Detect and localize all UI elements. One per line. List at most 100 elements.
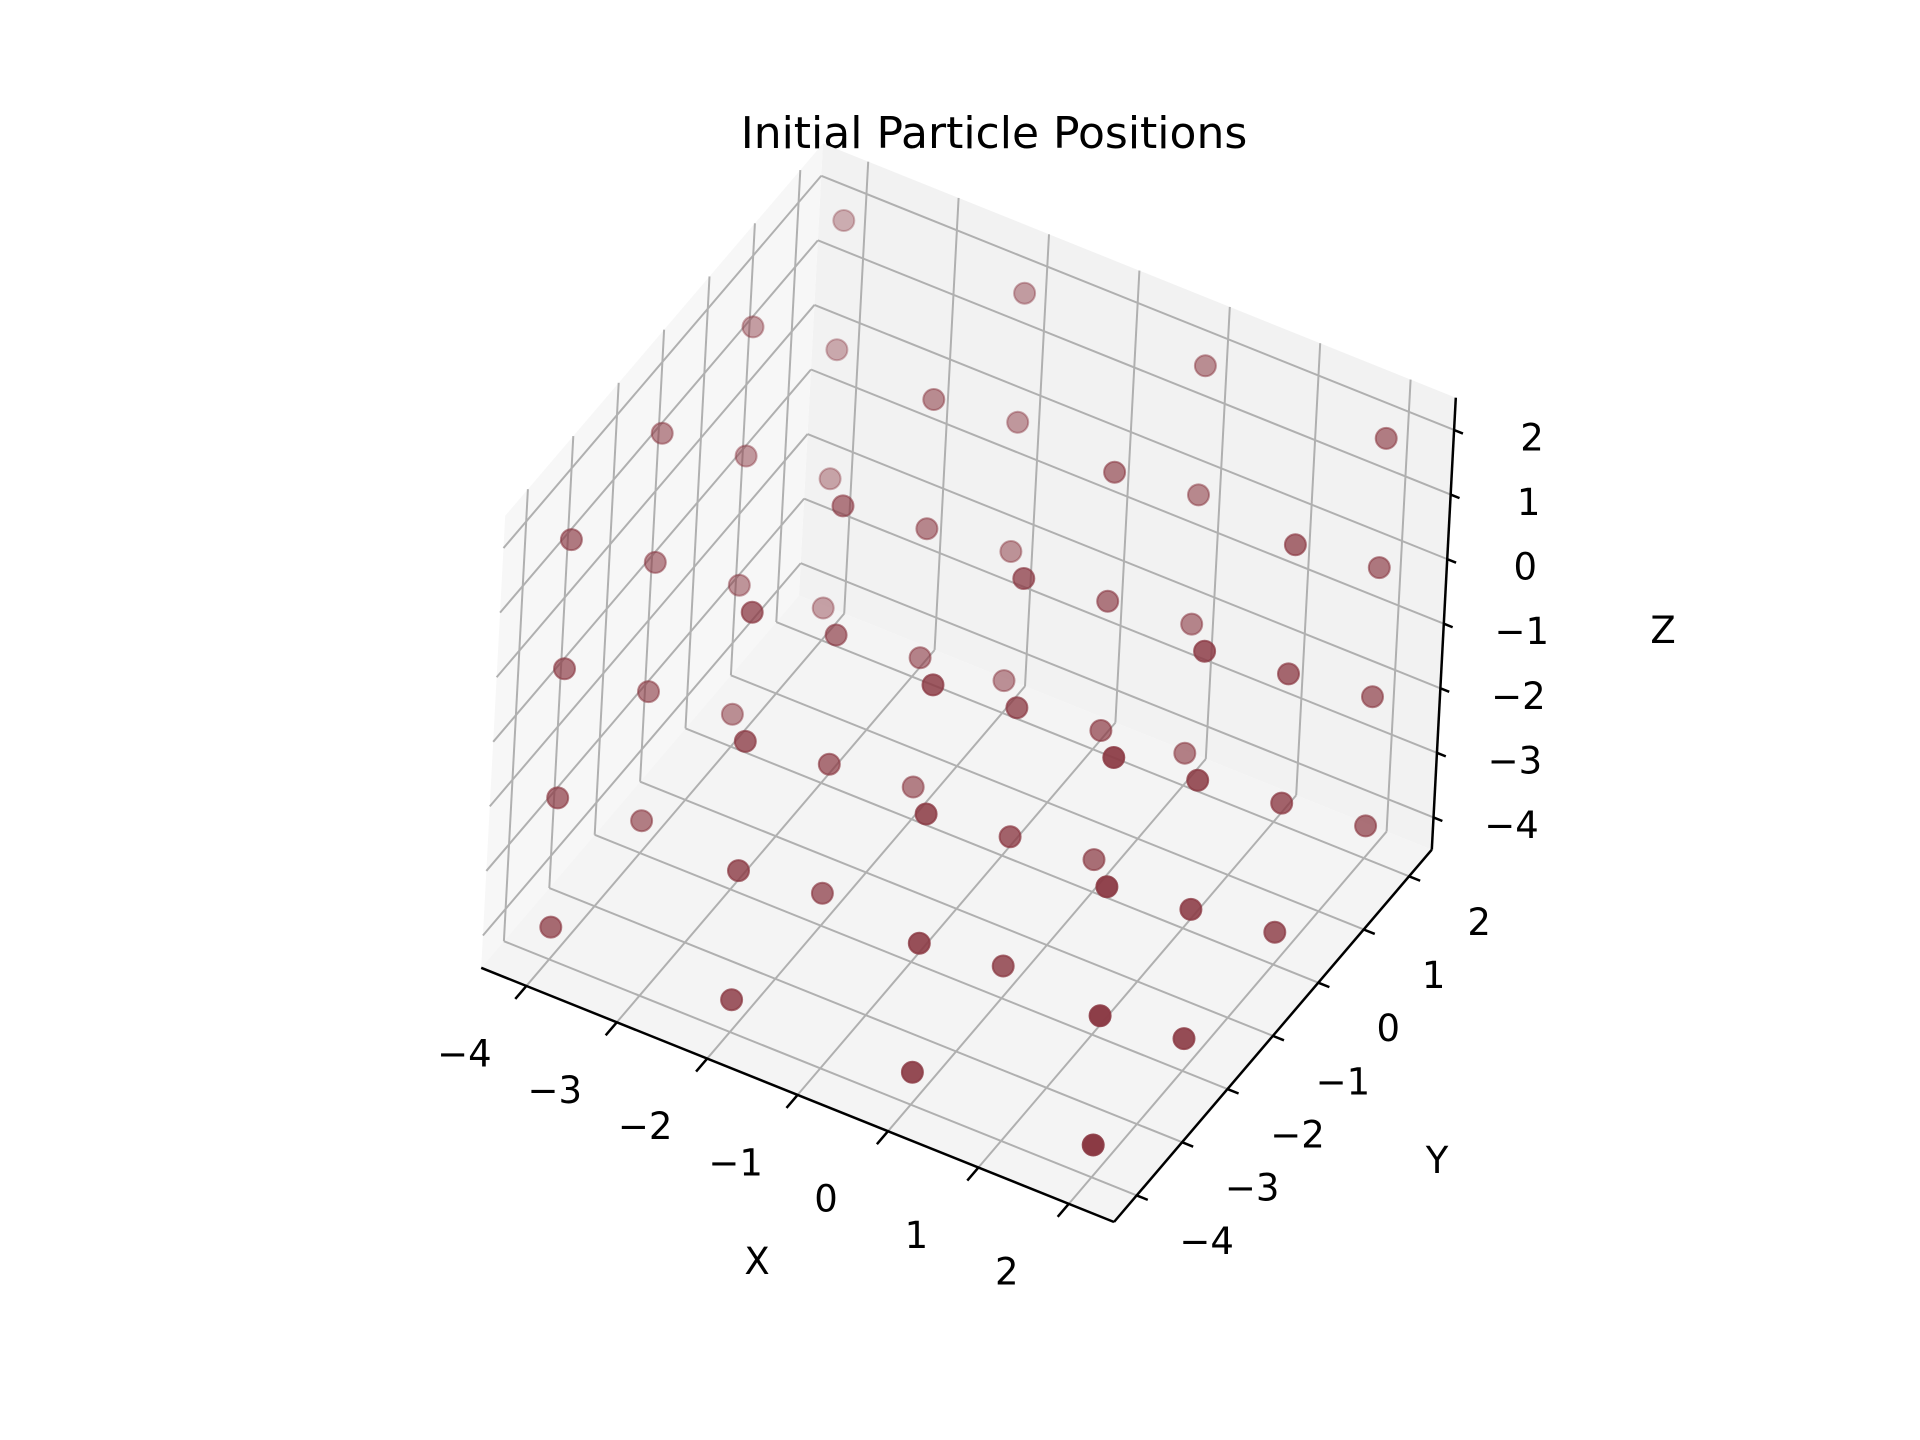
particle-point (1374, 426, 1398, 450)
z-tick-mark (1439, 687, 1450, 693)
particle-point (1180, 612, 1204, 636)
particle-point (811, 596, 835, 620)
y-axis-label: Y (1425, 1139, 1449, 1182)
z-tick-label: 2 (1520, 416, 1544, 459)
particle-point (1367, 556, 1391, 580)
particle-point (1103, 460, 1127, 484)
particle-point (720, 988, 744, 1012)
particle-point (727, 573, 751, 597)
gridline-back-z (810, 368, 1445, 625)
z-tick-mark (1433, 816, 1443, 823)
x-tick-label: 2 (995, 1250, 1019, 1293)
y-tick-mark (1227, 1087, 1240, 1095)
x-tick-label: −1 (708, 1141, 763, 1184)
y-tick-mark (1317, 981, 1330, 989)
x-tick-mark (514, 985, 528, 1000)
x-tick-label: −3 (528, 1069, 583, 1112)
particle-point (1354, 814, 1378, 838)
z-tick-mark (1443, 622, 1454, 629)
particle-point (643, 550, 667, 574)
particle-point (1173, 741, 1197, 765)
particle-point (559, 528, 583, 552)
particle-point (1172, 1027, 1196, 1051)
particle-point (914, 802, 938, 826)
axis-lines (480, 397, 1464, 1224)
particle-point (1081, 1133, 1105, 1157)
particle-point (727, 859, 750, 883)
x-tick-label: 0 (814, 1178, 838, 1221)
gridline-back-z (814, 304, 1448, 561)
x-tick-label: −4 (437, 1032, 492, 1075)
particle-point (740, 600, 764, 624)
y-tick-label: −3 (1225, 1167, 1280, 1210)
gridline-back-z (807, 433, 1441, 690)
particle-point (992, 669, 1016, 693)
particle-point (1187, 483, 1210, 507)
particle-point (832, 209, 856, 232)
particle-point (901, 775, 925, 799)
z-tick-mark (1436, 751, 1447, 758)
particle-point (1361, 685, 1384, 709)
particle-point (818, 467, 842, 491)
gridline-back-z (820, 174, 1455, 431)
gridline-left-z (495, 304, 816, 678)
particle-point (907, 931, 931, 955)
gridline-back-z (817, 239, 1452, 496)
particle-point (915, 517, 939, 541)
gridline-floor-y (685, 727, 1319, 984)
particle-point (637, 680, 660, 704)
particle-point (650, 421, 674, 445)
z-tick-mark (1446, 557, 1457, 564)
y-tick-label: 2 (1467, 901, 1491, 944)
x-tick-mark (966, 1166, 980, 1182)
particle-point (825, 338, 849, 362)
particle-point (908, 646, 932, 670)
z-tick-label: −3 (1488, 739, 1543, 782)
x-tick-mark (785, 1094, 799, 1109)
y-tick-mark (1272, 1034, 1285, 1042)
z-tick-label: 1 (1517, 481, 1541, 524)
x-tick-mark (604, 1021, 618, 1037)
axes-panes (481, 143, 1456, 1222)
gridline-floor-y (730, 674, 1365, 931)
particle-point (922, 388, 946, 411)
gridline-back-z (800, 562, 1434, 819)
gridline-back-z (803, 497, 1438, 754)
particle-point (553, 657, 576, 681)
gridlines (482, 161, 1455, 1205)
gridline-floor-y (775, 621, 1410, 878)
particle-point (1095, 875, 1119, 899)
particle-point (1012, 567, 1036, 590)
particle-point (539, 915, 563, 939)
particle-point (734, 444, 758, 468)
y-tick-mark (1408, 875, 1421, 882)
particle-point (1179, 897, 1203, 921)
x-tick-mark (1056, 1203, 1070, 1218)
y-tick-label: −2 (1270, 1114, 1325, 1157)
particle-point (1006, 410, 1030, 434)
x-axis-label: X (744, 1240, 769, 1283)
particle-point (1096, 589, 1120, 613)
particle-point (1082, 848, 1106, 872)
particle-point (1186, 768, 1210, 792)
particle-point (1263, 920, 1287, 944)
y-tick-label: −1 (1316, 1060, 1371, 1103)
x-tick-mark (695, 1057, 709, 1073)
y-tick-label: 1 (1422, 954, 1446, 997)
x-tick-label: 1 (905, 1214, 929, 1257)
z-tick-label: −2 (1491, 675, 1546, 718)
y-tick-label: −4 (1179, 1220, 1234, 1263)
particle-point (733, 729, 757, 753)
x-tick-mark (875, 1130, 889, 1146)
x-tick-label: −2 (618, 1105, 673, 1148)
particle-point (1005, 696, 1029, 720)
particle-point (824, 623, 848, 647)
gridline-floor-y (548, 887, 1183, 1144)
y-tick-mark (1363, 928, 1376, 936)
y-tick-mark (1136, 1194, 1149, 1202)
y-tick-mark (1181, 1141, 1194, 1148)
particle-point (1283, 533, 1307, 557)
